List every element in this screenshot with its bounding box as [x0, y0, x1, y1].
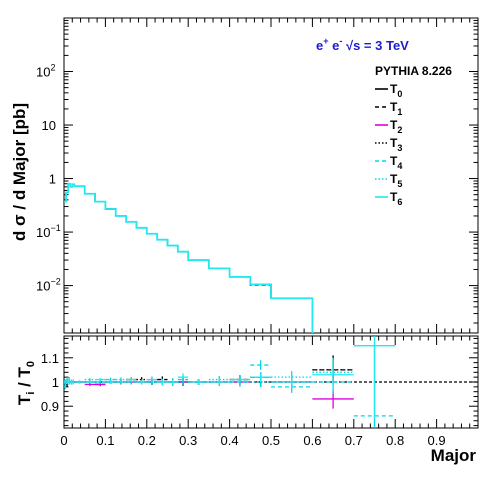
x-tick-label: 0.9	[428, 433, 446, 448]
x-tick-label: 0.8	[386, 433, 404, 448]
legend-label-name: T	[390, 172, 398, 186]
legend-label-sub: 0	[397, 89, 402, 99]
legend-label-T6: T6	[390, 190, 402, 207]
legend-label-T4: T4	[390, 154, 402, 171]
ratio-y-tick-label: 1.1	[41, 351, 59, 366]
top-y-tick-label: 10−1	[36, 223, 61, 240]
x-tick-label: 0.2	[138, 433, 156, 448]
top-y-tick-label-exp: −1	[50, 223, 60, 233]
legend-label-name: T	[390, 82, 398, 96]
legend-label-name: T	[390, 154, 398, 168]
legend-label-name: T	[390, 118, 398, 132]
x-tick-label: 0.7	[345, 433, 363, 448]
legend-label-T5: T5	[390, 172, 402, 189]
legend-label-T3: T3	[390, 136, 402, 153]
top-y-tick-label-base: 10	[36, 65, 50, 80]
legend-label-name: T	[390, 100, 398, 114]
ratio-series-T6	[64, 336, 396, 419]
ratio-y-tick-label: 0.9	[41, 399, 59, 414]
top-y-tick-label: 1	[49, 172, 56, 187]
top-y-tick-label-base: 10	[36, 279, 50, 294]
generator-label: PYTHIA 8.226	[375, 64, 452, 78]
legend-label-name: T	[390, 136, 398, 150]
ratio-series-T1	[64, 355, 354, 389]
top-y-tick-label-exp: 2	[50, 63, 55, 73]
legend-label-sub: 3	[397, 143, 402, 153]
ratio-series-T3	[64, 357, 354, 389]
ratio-y-tick-label: 1	[52, 375, 59, 390]
legend-label-name: T	[390, 190, 398, 204]
legend-label-sub: 4	[397, 161, 402, 171]
top-y-tick-label: 10−2	[36, 277, 61, 294]
x-tick-label: 0	[60, 433, 67, 448]
ratio-plot: 0 0.1 0.2 0.3 0.4 0.5 0.6 0.7 0.8 0.9 0.9 1 1.1	[41, 335, 479, 448]
legend-label-sub: 1	[397, 107, 402, 117]
top-y-tick-label-base: 10	[36, 225, 50, 240]
legend-label-sub: 2	[397, 125, 402, 135]
top-y-tick-label-exp: −2	[50, 277, 60, 287]
top-y-tick-label: 10	[42, 118, 56, 133]
legend-label-sub: 5	[397, 179, 402, 189]
x-tick-label: 0.5	[262, 433, 280, 448]
legend-label-T0: T0	[390, 82, 402, 99]
ratio-series-T5	[64, 360, 354, 387]
x-tick-label: 0.4	[221, 433, 239, 448]
chart-title: e+ e- √s = 3 TeV	[316, 36, 409, 53]
ratio-y-axis-title: Ti / T0	[15, 361, 37, 405]
histogram-series-T6	[64, 182, 314, 333]
x-tick-label: 0.6	[303, 433, 321, 448]
x-tick-label: 0.3	[179, 433, 197, 448]
x-axis-title: Major	[431, 446, 477, 465]
legend-label-T1: T1	[390, 100, 402, 117]
x-tick-label: 0.1	[96, 433, 114, 448]
y-axis-title: d σ / d Major [pb]	[10, 103, 29, 241]
top-y-tick-label: 102	[36, 63, 55, 80]
ratio-series-T4	[64, 343, 396, 428]
legend-label-T2: T2	[390, 118, 402, 135]
legend-label-sub: 6	[397, 197, 402, 207]
